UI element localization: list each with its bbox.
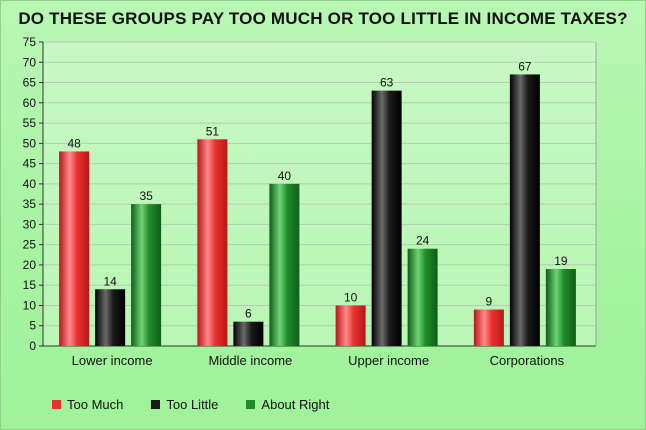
data-label-too-much-0: 48	[67, 136, 81, 150]
legend-label-too-much: Too Much	[67, 397, 124, 412]
data-label-about-right-0: 35	[139, 189, 153, 203]
y-tick-label-60: 60	[23, 96, 37, 110]
y-tick-label-65: 65	[23, 76, 37, 90]
data-label-too-little-0: 14	[103, 274, 117, 288]
bar-about-right-1	[269, 183, 300, 346]
legend-label-about-right: About Right	[261, 397, 330, 412]
bar-too-much-1	[197, 139, 228, 346]
y-tick-label-15: 15	[23, 278, 37, 292]
legend-item-too-little: Too Little	[151, 397, 218, 412]
y-tick-label-25: 25	[23, 238, 37, 252]
legend-swatch-too-little	[151, 400, 161, 409]
y-tick-label-5: 5	[29, 319, 36, 333]
bar-too-little-1	[233, 321, 264, 346]
chart-title: DO THESE GROUPS PAY TOO MUCH OR TOO LITT…	[18, 9, 628, 28]
data-label-too-much-3: 9	[486, 295, 493, 309]
legend-swatch-too-much	[52, 400, 61, 409]
legend-item-too-much: Too Much	[52, 397, 123, 412]
bar-too-little-3	[509, 74, 540, 346]
y-tick-label-0: 0	[29, 339, 36, 353]
data-label-too-little-2: 63	[380, 76, 394, 90]
y-tick-label-10: 10	[23, 298, 37, 312]
legend-swatch-about-right	[246, 400, 256, 409]
legend: Too Much Too Little About Right	[52, 397, 329, 412]
bar-too-much-0	[59, 151, 90, 346]
y-tick-label-55: 55	[23, 116, 37, 130]
bar-about-right-2	[407, 248, 438, 346]
bar-too-much-2	[335, 305, 366, 346]
legend-label-too-little: Too Little	[166, 397, 219, 412]
y-tick-label-35: 35	[23, 197, 37, 211]
data-label-about-right-3: 19	[554, 254, 568, 268]
x-tick-label-2: Upper income	[348, 353, 429, 368]
y-tick-label-75: 75	[23, 35, 37, 49]
x-tick-label-0: Lower income	[72, 353, 153, 368]
bar-about-right-0	[131, 204, 162, 346]
x-tick-label-1: Middle income	[208, 353, 292, 368]
bar-about-right-3	[545, 268, 576, 346]
y-tick-label-30: 30	[23, 217, 37, 231]
data-label-too-little-1: 6	[245, 307, 252, 321]
bar-too-little-2	[371, 90, 402, 346]
legend-item-about-right: About Right	[246, 397, 329, 412]
x-tick-label-3: Corporations	[490, 353, 565, 368]
bar-too-much-3	[473, 309, 504, 346]
data-label-too-much-1: 51	[206, 124, 220, 138]
data-label-about-right-1: 40	[278, 169, 292, 183]
y-tick-label-20: 20	[23, 258, 37, 272]
bar-too-little-0	[95, 289, 126, 346]
data-label-about-right-2: 24	[416, 234, 430, 248]
y-tick-label-45: 45	[23, 157, 37, 171]
y-tick-label-70: 70	[23, 55, 37, 69]
data-label-too-much-2: 10	[344, 290, 358, 304]
y-tick-label-40: 40	[23, 177, 37, 191]
data-label-too-little-3: 67	[518, 59, 532, 73]
y-tick-label-50: 50	[23, 136, 37, 150]
